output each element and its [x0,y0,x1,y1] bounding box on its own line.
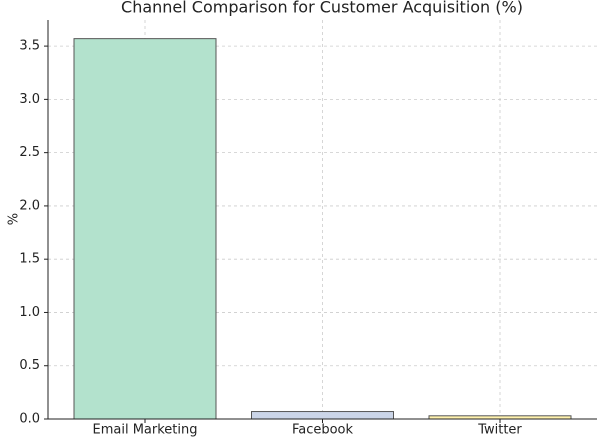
y-tick-label: 1.5 [19,252,40,267]
x-tick-label: Facebook [292,423,354,438]
bar [251,411,394,420]
y-tick-label: 3.0 [19,92,40,107]
y-tick-label: 1.0 [19,305,40,320]
chart-title: Channel Comparison for Customer Acquisit… [121,0,523,17]
y-axis-label: % [7,213,22,225]
y-tick-label: 2.0 [19,198,40,213]
y-tick-label: 0.5 [19,358,40,373]
y-tick-label: 3.5 [19,39,40,54]
y-tick-label: 2.5 [19,145,40,160]
y-tick-label: 0.0 [19,412,40,427]
x-tick-label: Email Marketing [93,423,198,438]
bar [73,38,217,420]
x-tick-label: Twitter [477,423,522,438]
